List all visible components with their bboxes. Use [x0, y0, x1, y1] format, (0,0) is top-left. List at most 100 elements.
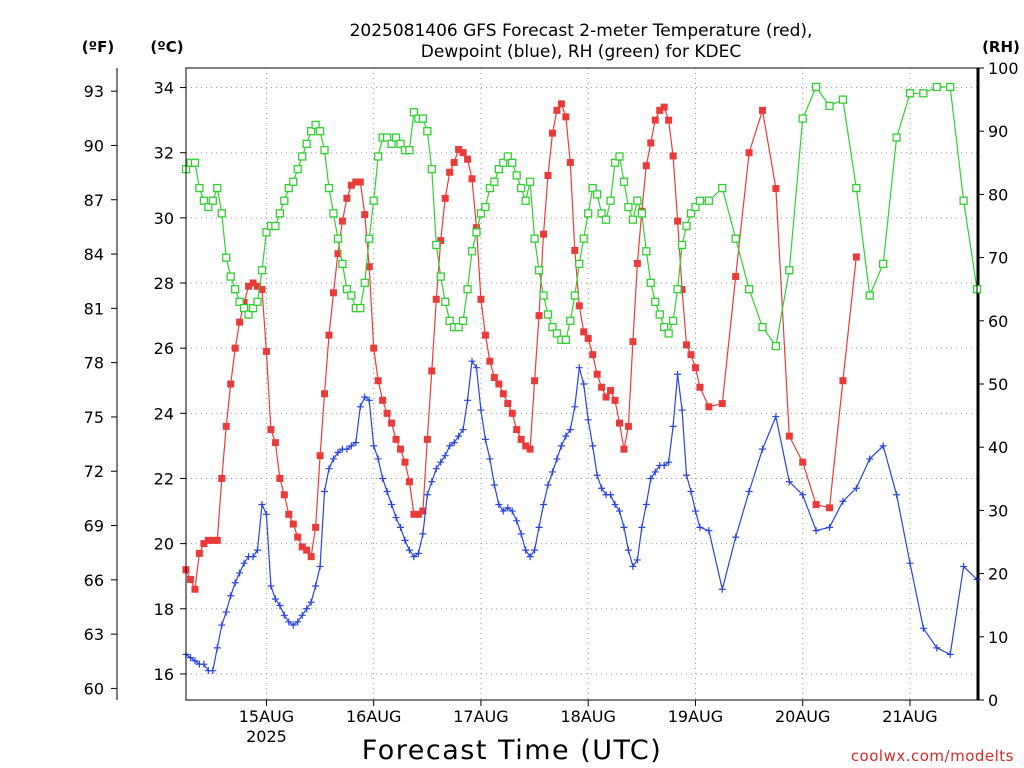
fahrenheit-unit-label: (ºF): [82, 38, 114, 56]
dewpoint-point: [624, 546, 632, 554]
grid-lines: [186, 68, 977, 700]
dewpoint-point: [557, 442, 565, 450]
dewpoint-point: [374, 455, 382, 463]
dewpoint-point: [352, 439, 360, 447]
dewpoint-point: [540, 501, 548, 509]
dewpoint-point: [186, 654, 194, 662]
dewpoint-point: [218, 621, 226, 629]
rh-point: [677, 240, 687, 250]
rh-point: [476, 209, 486, 218]
temperature-point: [495, 380, 503, 388]
dewpoint-point: [866, 455, 874, 463]
fahrenheit-tick-label: 75: [84, 408, 104, 427]
dewpoint-point: [428, 478, 436, 486]
dewpoint-point: [477, 406, 485, 414]
temperature-point: [401, 458, 409, 466]
rh-point: [566, 316, 575, 325]
time-tick-label: 17AUG: [453, 707, 508, 726]
dewpoint-point: [660, 461, 668, 469]
rh-point: [239, 304, 249, 313]
rh-point: [199, 196, 209, 205]
dewpoint-point: [629, 562, 637, 570]
rh-point: [758, 322, 767, 332]
rh-tick-label: 100: [988, 59, 1019, 78]
dewpoint-point: [271, 595, 279, 603]
rh-point: [347, 291, 356, 300]
rh-point: [825, 101, 834, 111]
dewpoint-point: [933, 644, 941, 652]
rh-point: [865, 291, 874, 300]
rh-point: [458, 316, 468, 325]
celsius-tick-label: 20: [154, 535, 174, 554]
dewpoint-point: [571, 403, 579, 411]
fahrenheit-tick-label: 90: [84, 136, 104, 155]
dewpoint-point: [696, 523, 704, 531]
rh-point: [771, 341, 781, 351]
temperature-point: [455, 145, 463, 153]
rh-point: [637, 209, 646, 218]
temperature-point: [285, 510, 293, 518]
rh-point: [592, 190, 602, 199]
temperature-point: [352, 178, 360, 186]
celsius-tick-label: 32: [154, 144, 174, 163]
dewpoint-point: [262, 510, 270, 518]
temperature-point: [607, 387, 615, 395]
rh-point: [655, 310, 664, 319]
credit-link[interactable]: coolwx.com/modelts: [851, 747, 1014, 765]
dewpoint-point: [347, 442, 355, 450]
rh-point: [682, 221, 691, 231]
dewpoint-point: [294, 618, 302, 626]
rh-point: [213, 183, 222, 193]
dewpoint-point: [227, 592, 235, 600]
rh-point: [463, 285, 472, 294]
dewpoint-point: [526, 553, 534, 561]
temperature-point: [312, 523, 320, 531]
rh-point: [427, 164, 436, 174]
plot-frame: [185, 67, 978, 701]
temperature-point: [419, 507, 427, 515]
rh-point: [226, 272, 235, 281]
rh-point: [490, 177, 499, 186]
dewpoint-point: [276, 602, 284, 610]
celsius-tick-label: 22: [154, 469, 174, 488]
temperature-point: [370, 344, 378, 352]
temperature-point: [298, 543, 306, 551]
temperature-point: [240, 299, 248, 307]
rh-point: [271, 221, 280, 231]
rh-point: [530, 234, 539, 243]
rh-point: [575, 259, 584, 269]
rh-point: [418, 114, 428, 123]
dewpoint-point: [651, 468, 659, 476]
time-tick-label: 21AUG: [882, 707, 937, 726]
temperature-point: [758, 106, 766, 114]
temperature-point: [213, 536, 221, 544]
dewpoint-point: [589, 442, 597, 450]
rh-point: [579, 234, 588, 243]
rh-point: [785, 266, 794, 275]
dewpoint-point: [459, 426, 467, 434]
celsius-tick-label: 24: [154, 404, 174, 423]
dewpoint-point: [289, 621, 297, 629]
dewpoint-point: [544, 481, 552, 489]
rh-point: [646, 278, 655, 288]
rh-point: [248, 304, 258, 313]
temperature-point: [294, 533, 302, 541]
dewpoint-point: [397, 523, 405, 531]
rh-point: [673, 285, 682, 294]
rh-point: [190, 158, 200, 167]
dewpoint-point: [593, 471, 601, 479]
temperature-point: [405, 478, 413, 486]
temperature-point: [584, 334, 592, 342]
temperature-point: [593, 370, 601, 378]
dewpoint-point: [419, 530, 427, 538]
dewpoint-point: [785, 478, 793, 486]
dewpoint-point: [437, 458, 445, 466]
time-tick-year-label: 2025: [246, 727, 287, 746]
dewpoint-point: [383, 488, 391, 496]
dewpoint-point: [249, 553, 257, 561]
temperature-point: [718, 400, 726, 408]
rh-point: [235, 297, 244, 306]
dewpoint-point: [410, 553, 418, 561]
rh-point: [222, 253, 231, 262]
